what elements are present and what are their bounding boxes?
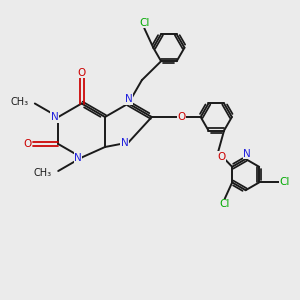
Text: N: N bbox=[74, 152, 82, 163]
Text: Cl: Cl bbox=[280, 177, 290, 188]
Text: O: O bbox=[23, 139, 32, 149]
Text: N: N bbox=[121, 137, 129, 148]
Text: CH₃: CH₃ bbox=[10, 97, 28, 107]
Text: Cl: Cl bbox=[139, 18, 149, 28]
Text: N: N bbox=[124, 94, 132, 104]
Text: CH₃: CH₃ bbox=[34, 167, 52, 178]
Text: N: N bbox=[51, 112, 58, 122]
Text: N: N bbox=[243, 148, 251, 159]
Text: Cl: Cl bbox=[220, 199, 230, 209]
Text: O: O bbox=[178, 112, 186, 122]
Text: O: O bbox=[77, 68, 86, 78]
Text: O: O bbox=[217, 152, 225, 162]
